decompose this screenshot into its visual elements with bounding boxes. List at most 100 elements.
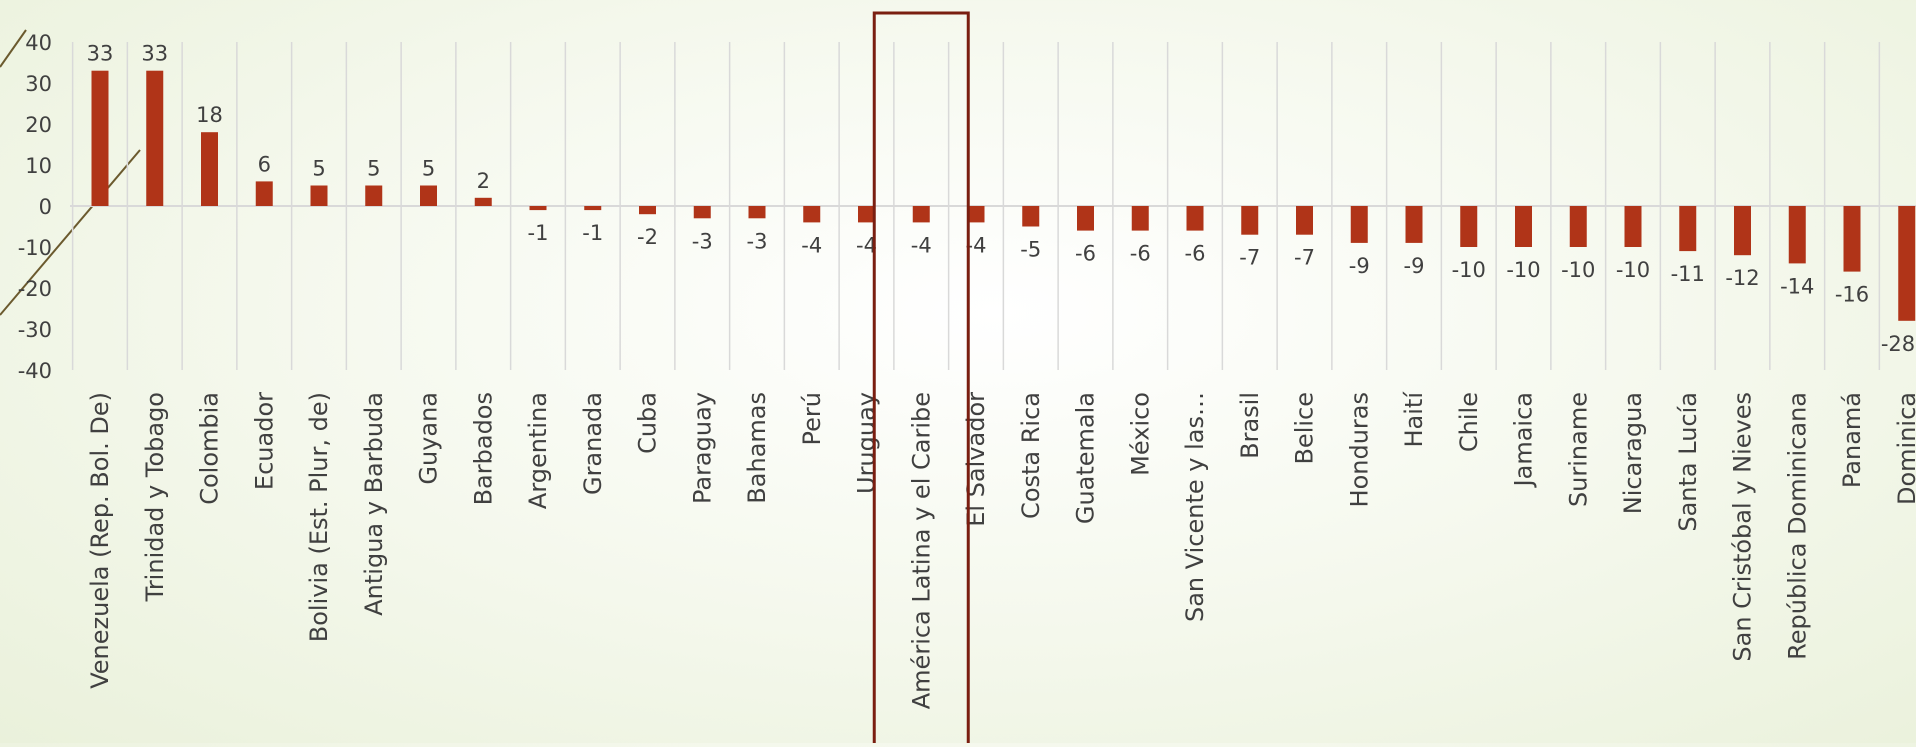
category-label: Brasil: [1236, 392, 1264, 459]
bar: [420, 186, 437, 207]
bar: [1022, 206, 1039, 227]
value-label: 5: [312, 157, 325, 181]
bar: [1406, 206, 1423, 243]
category-label: Nicaragua: [1619, 392, 1647, 514]
bar: [1296, 206, 1313, 235]
decorative-accent-lines: [0, 30, 140, 315]
value-label: -1: [528, 221, 549, 245]
bar: [694, 206, 711, 218]
y-tick-label: -30: [18, 318, 52, 342]
bar: [1241, 206, 1258, 235]
value-label: -10: [1506, 258, 1540, 282]
bar: [365, 186, 382, 207]
value-label: -4: [801, 233, 822, 257]
decorative-line-top: [0, 30, 26, 67]
y-axis-ticks: 40 30 20 10 0 -10 -20 -30 -40: [18, 31, 52, 383]
bar: [803, 206, 820, 222]
bar: [858, 206, 875, 222]
value-label: -6: [1185, 242, 1206, 266]
bar: [1570, 206, 1587, 247]
category-label: Chile: [1455, 392, 1483, 452]
value-label: 2: [477, 169, 490, 193]
category-label: Honduras: [1345, 392, 1373, 507]
category-label: Bahamas: [743, 392, 771, 504]
value-label: -6: [1075, 242, 1096, 266]
x-axis-labels: Venezuela (Rep. Bol. De) Trinidad y Tobag…: [86, 391, 1916, 710]
value-label: -3: [692, 229, 713, 253]
value-label: -10: [1616, 258, 1650, 282]
category-label: Jamaica: [1510, 392, 1538, 488]
value-label: -7: [1294, 246, 1315, 270]
y-tick-label: -40: [18, 359, 52, 383]
value-label: -6: [1130, 242, 1151, 266]
bar: [749, 206, 766, 218]
bar: [1351, 206, 1368, 243]
value-label: -1: [582, 221, 603, 245]
value-label: -4: [911, 233, 932, 257]
value-labels: 33 33 18 6 5 5 5 2 -1 -1 -2 -3 -3 -4 -4 -4 -4 -5 -6 -6 -6 -7 -…: [87, 42, 1916, 356]
value-label: -10: [1452, 258, 1486, 282]
bar: [1625, 206, 1642, 247]
category-label: San Vicente y las…: [1181, 392, 1209, 622]
y-tick-label: 30: [25, 72, 52, 96]
category-label: San Cristóbal y Nieves: [1729, 392, 1757, 662]
category-label: Trinidad y Tobago: [141, 392, 169, 602]
value-label: -2: [637, 225, 658, 249]
category-label: Panamá: [1838, 392, 1866, 488]
y-tick-label: 40: [25, 31, 52, 55]
value-label: 33: [87, 42, 114, 66]
bar: [1187, 206, 1204, 231]
category-label: Venezuela (Rep. Bol. De): [86, 392, 114, 689]
category-label: República Dominicana: [1783, 392, 1811, 660]
y-tick-label: 20: [25, 113, 52, 137]
bar: [913, 206, 930, 222]
bar: [1734, 206, 1751, 255]
category-label: Dominica: [1893, 392, 1916, 505]
category-label: Ecuador: [250, 392, 278, 490]
category-label: Costa Rica: [1017, 392, 1045, 519]
category-label: Colombia: [196, 392, 224, 505]
value-label: -3: [747, 229, 768, 253]
category-label: Uruguay: [853, 392, 881, 494]
bar: [311, 186, 328, 207]
bar: [639, 206, 656, 214]
category-label: Suriname: [1564, 392, 1592, 507]
category-label: Paraguay: [688, 392, 716, 504]
category-label: Haití: [1400, 391, 1428, 448]
value-label: -7: [1239, 246, 1260, 270]
value-label: -9: [1404, 254, 1425, 278]
bar: [1460, 206, 1477, 247]
y-tick-label: -10: [18, 236, 52, 260]
bar: [256, 181, 273, 206]
value-label: -14: [1780, 274, 1814, 298]
category-label: Belice: [1291, 392, 1319, 465]
category-label: Barbados: [469, 392, 497, 505]
category-label: Perú: [798, 392, 826, 445]
value-label: -9: [1349, 254, 1370, 278]
value-label: 6: [258, 152, 271, 176]
bar: [201, 132, 218, 206]
category-label: Cuba: [634, 392, 662, 454]
bar: [1898, 206, 1915, 321]
y-tick-label: -20: [18, 277, 52, 301]
bar: [1844, 206, 1861, 272]
category-label: México: [1126, 392, 1154, 476]
category-label: Argentina: [524, 392, 552, 509]
category-label: Guyana: [415, 392, 443, 485]
category-label: Santa Lucía: [1674, 392, 1702, 532]
value-label: -10: [1561, 258, 1595, 282]
value-label: -11: [1671, 262, 1705, 286]
category-label: El Salvador: [962, 392, 990, 527]
category-label: Antigua y Barbuda: [360, 392, 388, 616]
bar: [92, 71, 109, 206]
category-label: América Latina y el Caribe: [907, 392, 935, 709]
value-label: 5: [367, 157, 380, 181]
value-label: 33: [141, 42, 168, 66]
y-tick-label: 0: [39, 195, 52, 219]
category-label: Bolivia (Est. Plur, de): [305, 392, 333, 642]
bar: [530, 206, 547, 210]
bar: [475, 198, 492, 206]
value-label: 18: [196, 103, 223, 127]
